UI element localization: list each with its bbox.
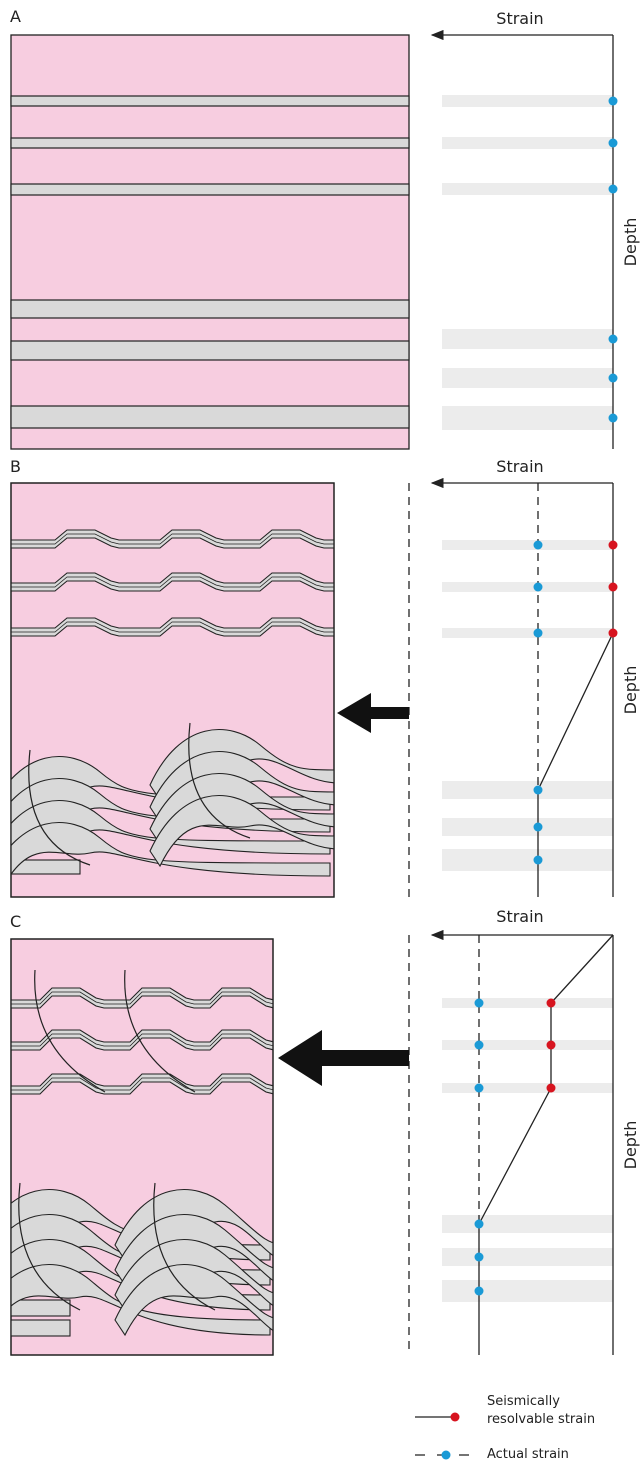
strain-dot — [534, 541, 543, 550]
strain-band — [442, 818, 613, 836]
axis-label: Strain — [496, 457, 543, 476]
strain-band — [442, 1040, 613, 1050]
strain-dot — [475, 1220, 484, 1229]
strain-dot — [609, 414, 618, 423]
strain-dot — [547, 1041, 556, 1050]
strain-band — [442, 628, 613, 638]
strain-band — [442, 1083, 613, 1093]
axis-label: Strain — [496, 9, 543, 28]
strain-band — [442, 998, 613, 1008]
strain-band — [442, 1215, 613, 1233]
strain-band — [442, 329, 613, 349]
strain-dot — [534, 856, 543, 865]
strain-dot — [609, 374, 618, 383]
rock-layer — [11, 300, 409, 318]
strain-band — [442, 183, 613, 195]
strain-band — [442, 849, 613, 871]
strain-dot — [609, 335, 618, 344]
strain-dot — [534, 583, 543, 592]
panel-label: B — [10, 457, 21, 476]
transfer-arrow — [278, 1030, 409, 1086]
figure: A Strain Depth B Strain Depth C Strain D… — [0, 0, 643, 1461]
axis-label: Depth — [621, 1121, 640, 1170]
strain-dot — [534, 629, 543, 638]
strain-dot — [609, 97, 618, 106]
rock-layer — [11, 406, 409, 428]
strain-dot — [609, 583, 618, 592]
strain-dot — [547, 999, 556, 1008]
strain-band — [442, 540, 613, 550]
transfer-arrow — [337, 693, 409, 733]
strain-band — [442, 95, 613, 107]
panel-label: A — [10, 7, 21, 26]
strain-band — [442, 1248, 613, 1266]
strain-dot — [451, 1413, 460, 1422]
strain-dot — [475, 1253, 484, 1262]
strain-dot — [534, 786, 543, 795]
rock-layer — [11, 184, 409, 195]
strain-dot — [475, 1084, 484, 1093]
strain-dot — [609, 139, 618, 148]
strain-band — [442, 368, 613, 388]
strain-dot — [547, 1084, 556, 1093]
axis-label: Depth — [621, 666, 640, 715]
strain-dot — [534, 823, 543, 832]
strain-band — [442, 582, 613, 592]
strain-dot — [475, 1287, 484, 1296]
rock-layer — [11, 96, 409, 106]
strain-band — [442, 406, 613, 430]
strain-dot — [609, 629, 618, 638]
strain-dot — [442, 1451, 451, 1460]
axis-label: Strain — [496, 907, 543, 926]
strain-band — [442, 137, 613, 149]
strain-dot — [475, 999, 484, 1008]
legend-label: Actual strain — [487, 1446, 569, 1464]
strain-band — [442, 781, 613, 799]
strain-band — [442, 1280, 613, 1302]
axis-label: Depth — [621, 218, 640, 267]
legend-label: Seismically resolvable strain — [487, 1393, 617, 1429]
strain-dot — [475, 1041, 484, 1050]
strain-dot — [609, 185, 618, 194]
panel-label: C — [10, 912, 21, 931]
strain-dot — [609, 541, 618, 550]
rock-layer — [11, 341, 409, 360]
page: A Strain Depth B Strain Depth C Strain D… — [0, 0, 643, 1461]
rock-layer — [11, 138, 409, 148]
